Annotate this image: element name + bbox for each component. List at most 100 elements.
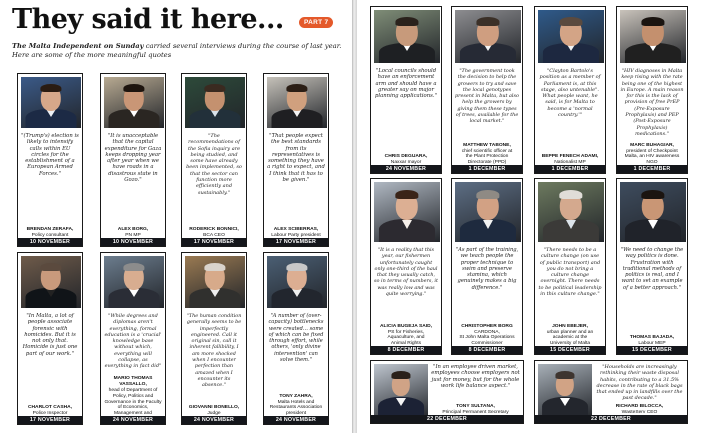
speaker-role-line: the Plant Protection — [465, 154, 509, 160]
quote-text: "Clayton Bartolo's position as a member … — [539, 68, 601, 119]
quote-text: "Households are increasingly rethinking … — [596, 364, 683, 402]
speaker-role-line: head of Department of — [108, 387, 158, 393]
portrait-photo — [267, 77, 327, 128]
portrait-photo — [104, 77, 164, 128]
date-bar: 24 NOVEMBER — [101, 416, 165, 424]
speaker-role-line: of Economics, — [117, 405, 149, 411]
speaker-role-line: Naxxar mayor — [390, 160, 422, 166]
speaker-name-line: RODERICK BONNICI, — [189, 227, 239, 233]
quote-text: "We need to change the way politics is d… — [620, 247, 684, 291]
page-title: They said it here... — [12, 4, 284, 35]
speaker-name: CHRISTOPHER BORG CARDONA, St John Malta Op… — [454, 324, 520, 347]
speaker-name-line: MARC BUHAGIAR, — [630, 142, 674, 148]
date-bar: 22 DECEMBER — [535, 415, 687, 423]
quote-card: "Clayton Bartolo's position as a member … — [534, 6, 606, 174]
quote-card: "In Malta, a lot of people associate for… — [17, 252, 83, 425]
portrait-photo — [185, 256, 245, 308]
speaker-name: TONY SULTANA, Principal Permanent Secreta… — [431, 404, 520, 416]
quote-card: "Households are increasingly rethinking … — [534, 360, 688, 424]
portrait-photo — [538, 364, 592, 418]
portrait-photo — [538, 10, 604, 63]
intro-text: The Malta Independent on Sunday carried … — [12, 42, 342, 60]
speaker-role-line: Police Inspector — [32, 411, 68, 417]
speaker-name: MARC BUHAGIAR, president of Checkpoint Mal… — [619, 143, 685, 166]
portrait-photo — [21, 256, 81, 308]
date-bar: 8 DECEMBER — [452, 346, 522, 354]
date-bar: 17 NOVEMBER — [18, 416, 82, 424]
portrait-photo — [620, 182, 686, 242]
speaker-role-line: Management and — [113, 411, 153, 417]
speaker-role-line: Directorate (PPD) — [467, 160, 507, 166]
quote-card: "The human condition generally seems to … — [181, 252, 247, 425]
speaker-role-line: urban planner and an — [546, 329, 594, 335]
speaker-role-line: Nationalist MP — [554, 160, 586, 166]
speaker-name: ALICIA BUGEJA SAID, PS for Fisheries, Aqua… — [373, 324, 439, 347]
speaker-name: TONY ZAHRA, Malta Hotels and Restaurants A… — [266, 394, 326, 417]
quote-card: "(Trump's) election is likely to intensi… — [17, 73, 83, 247]
speaker-role-line: Judge — [207, 411, 221, 417]
part-badge: PART 7 — [299, 17, 334, 28]
speaker-name-line: BRENDAN ZERAFA, — [26, 227, 74, 233]
speaker-role-line: PN MP — [125, 233, 141, 239]
quote-card: "It is unacceptable that the capital exp… — [100, 73, 166, 247]
speaker-name: ALEX SCIBERRAS, Labour Party president — [266, 227, 326, 239]
page-gutter — [352, 0, 357, 433]
speaker-role-line: Policy, Politics and — [112, 393, 154, 399]
speaker-role-line: Principal Permanent Secretary — [442, 410, 509, 416]
date-bar: 1 DECEMBER — [535, 165, 605, 173]
date-bar: 15 DECEMBER — [617, 346, 687, 354]
speaker-role-line: PS for Fisheries, — [387, 329, 425, 335]
speaker-name: CHRIS DEGUARA, Naxxar mayor — [373, 154, 439, 166]
quote-card: "That people expect the best standards f… — [263, 73, 329, 247]
speaker-name-line: CHRIS DEGUARA, — [384, 154, 428, 160]
speaker-role-line: Labour MEP — [638, 341, 666, 347]
portrait-photo — [185, 77, 245, 128]
speaker-name: GIOVANNI BONELLO, Judge — [184, 405, 244, 417]
date-bar: 17 NOVEMBER — [182, 238, 246, 246]
speaker-role-line: Malta Hotels and — [277, 399, 315, 405]
speaker-role-line: Aquaculture, and — [387, 335, 425, 341]
speaker-name-line: ALEX BORG, — [117, 227, 149, 233]
quote-card: "The government took the decision to hel… — [451, 6, 523, 174]
portrait-photo — [455, 10, 521, 63]
quote-text: "Local councils should have an enforceme… — [375, 68, 437, 100]
quote-text: "(Trump's) election is likely to intensi… — [21, 133, 79, 177]
quote-card: "The recommendations of the Sofia inquir… — [181, 73, 247, 247]
intro-publication: The Malta Independent on Sunday — [12, 42, 144, 50]
speaker-role-line: WasteServ CEO — [621, 410, 658, 416]
portrait-photo — [455, 182, 521, 242]
quote-card: "We need to change the way politics is d… — [616, 178, 688, 355]
quote-card: "It is a reality that this year, our fis… — [370, 178, 442, 355]
speaker-role-line: Governance in the Faculty — [104, 399, 162, 405]
speaker-role-line: Labour Party president — [271, 233, 321, 239]
speaker-role-line: academic at the — [552, 335, 588, 341]
quote-text: "The human condition generally seems to … — [186, 313, 242, 389]
quote-text: "As part of the training, we teach peopl… — [455, 247, 519, 291]
speaker-name-line: GIOVANNI BONELLO, — [188, 405, 240, 411]
date-bar: 15 DECEMBER — [535, 346, 605, 354]
speaker-role-line: chief scientific officer at — [461, 148, 513, 154]
date-bar: 1 DECEMBER — [452, 165, 522, 173]
quote-card: "As part of the training, we teach peopl… — [451, 178, 523, 355]
speaker-role-line: Commissioner — [471, 341, 503, 347]
quote-text: "It is unacceptable that the capital exp… — [104, 133, 162, 184]
speaker-role-line: president — [285, 411, 307, 417]
speaker-name-line: CHARLOT CASHA, — [27, 405, 72, 411]
portrait-photo — [374, 182, 440, 242]
speaker-role-line: University of Malta — [549, 341, 591, 347]
quote-text: "A number of (over-capacity) bottlenecks… — [268, 313, 324, 364]
speaker-role-line: Animal Rights — [390, 341, 422, 347]
quote-text: "That people expect the best standards f… — [267, 133, 325, 184]
quote-text: "There needs to be a culture change (on … — [538, 247, 602, 298]
speaker-name: THOMAS BAJADA, Labour MEP — [619, 335, 685, 347]
speaker-role-line: Malta, an HIV awareness — [624, 154, 680, 160]
quote-text: "The recommendations of the Sofia inquir… — [186, 133, 242, 196]
portrait-photo — [620, 10, 686, 63]
date-bar: 10 NOVEMBER — [101, 238, 165, 246]
speaker-name: RODERICK BONNICI, BCA CEO — [184, 227, 244, 239]
speaker-role-line: president of Checkpoint — [626, 148, 678, 154]
intro-body: carried several interviews during the co… — [12, 42, 342, 59]
date-bar: 10 NOVEMBER — [18, 238, 82, 246]
speaker-role-line: CARDONA, — [474, 329, 500, 335]
portrait-photo — [538, 182, 604, 242]
